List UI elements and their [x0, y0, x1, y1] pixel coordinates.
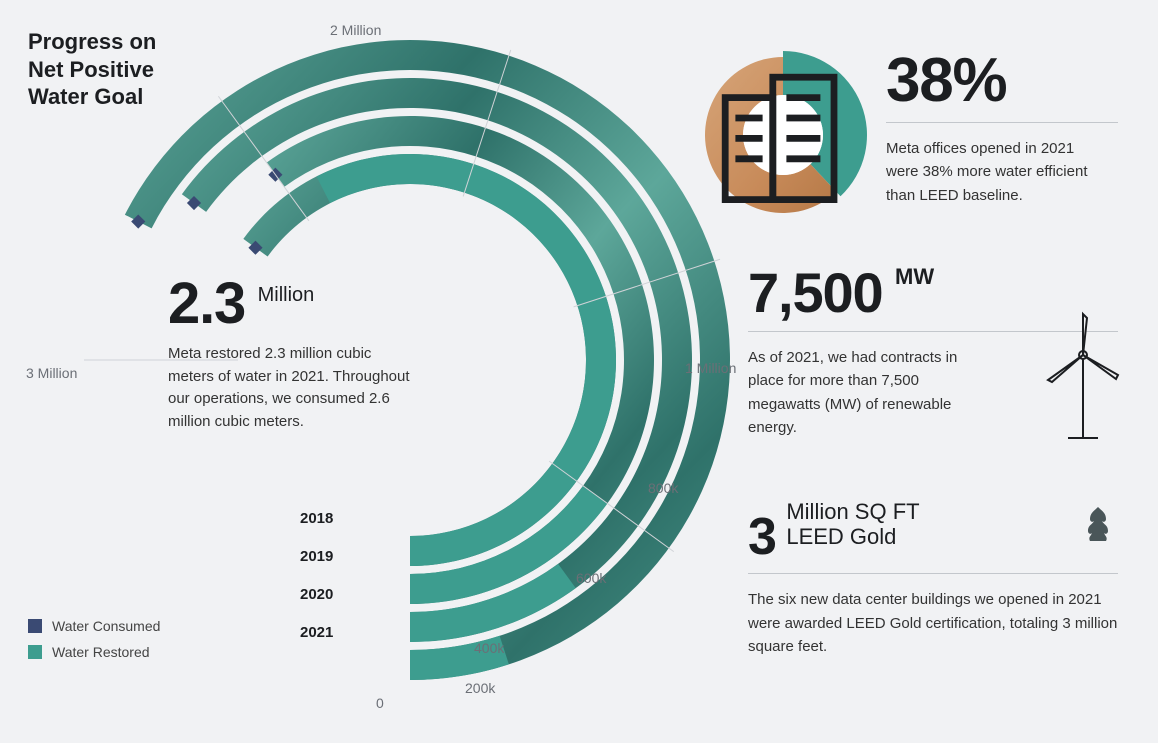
- axis-label: 800k: [648, 480, 678, 496]
- center-stat-value: 2.3: [168, 270, 245, 337]
- building-icon: [698, 50, 868, 220]
- stat-7500-unit: MW: [895, 264, 934, 289]
- divider: [748, 573, 1118, 574]
- axis-label: 600k: [576, 570, 606, 586]
- stat-38-donut: [698, 50, 868, 220]
- axis-label: 1 Million: [685, 360, 736, 376]
- stat-7500-desc: As of 2021, we had contracts in place fo…: [748, 346, 978, 439]
- stat-3m-headline: 3: [748, 511, 776, 563]
- year-label: 2019: [300, 538, 333, 576]
- legend-restored-label: Water Restored: [52, 644, 150, 660]
- legend-swatch-restored: [28, 645, 42, 659]
- legend-swatch-consumed: [28, 619, 42, 633]
- stat-3m-desc: The six new data center buildings we ope…: [748, 588, 1118, 658]
- year-label: 2021: [300, 614, 333, 652]
- year-labels: 2018201920202021: [300, 500, 333, 652]
- stat-38-headline: 38%: [886, 50, 1118, 112]
- turbine-icon: [1038, 310, 1128, 445]
- center-stat-unit: Million: [258, 284, 315, 307]
- year-label: 2020: [300, 576, 333, 614]
- year-label: 2018: [300, 500, 333, 538]
- stat-3m-block: 3 Million SQ FT LEED Gold The six new da…: [748, 499, 1118, 658]
- divider: [886, 122, 1118, 123]
- axis-label: 200k: [465, 680, 495, 696]
- axis-label: 400k: [474, 640, 504, 656]
- center-stat-desc: Meta restored 2.3 million cubic meters o…: [168, 343, 418, 433]
- leaf-icon: [1078, 503, 1118, 548]
- stat-7500-headline: 7,500: [748, 265, 883, 321]
- axis-label: 0: [376, 695, 384, 711]
- stat-38-desc: Meta offices opened in 2021 were 38% mor…: [886, 137, 1106, 207]
- stat-3m-line2: LEED Gold: [786, 524, 896, 549]
- axis-label: 3 Million: [26, 365, 77, 381]
- legend-consumed: Water Consumed: [28, 618, 160, 634]
- stat-38-block: 38% Meta offices opened in 2021 were 38%…: [748, 50, 1118, 220]
- legend-consumed-label: Water Consumed: [52, 618, 160, 634]
- center-stat: 2.3 Million Meta restored 2.3 million cu…: [168, 270, 418, 433]
- stat-3m-line1: Million SQ FT: [786, 499, 919, 524]
- stat-7500-block: 7,500 MW As of 2021, we had contracts in…: [748, 264, 1118, 439]
- chart-legend: Water Consumed Water Restored: [28, 618, 160, 670]
- legend-restored: Water Restored: [28, 644, 160, 660]
- axis-label: 2 Million: [330, 22, 381, 38]
